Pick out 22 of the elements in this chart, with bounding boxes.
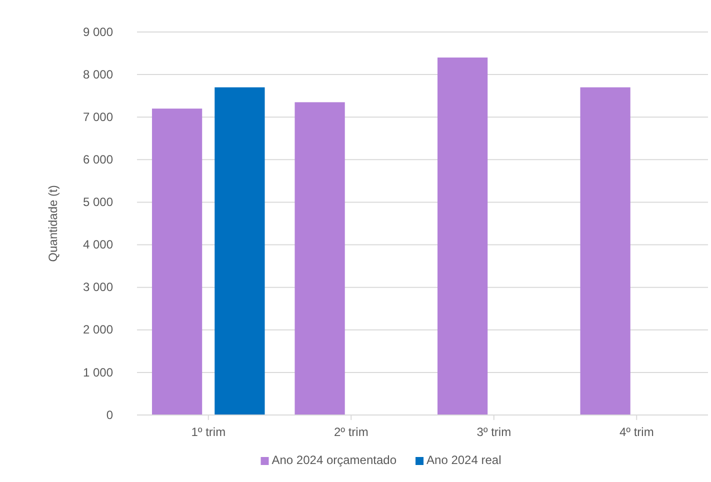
y-tick-label: 3 000 — [82, 280, 114, 294]
x-tick-label: 4º trim — [619, 425, 654, 440]
y-tick-label: 6 000 — [82, 152, 114, 167]
y-tick-label: 9 000 — [82, 24, 114, 39]
x-tick-label: 1º trim — [191, 425, 226, 440]
y-tick-label: 8 000 — [82, 67, 114, 82]
y-tick-label: 1 000 — [82, 365, 114, 380]
bar — [294, 102, 345, 415]
y-tick-label: 0 — [106, 408, 114, 422]
x-tick-label: 2º trim — [334, 425, 368, 440]
legend-label: Ano 2024 orçamentado — [272, 453, 397, 467]
y-axis-title: Quantidade (t) — [46, 185, 60, 262]
y-tick-label: 7 000 — [82, 110, 114, 124]
bar — [580, 87, 630, 415]
bar — [214, 87, 265, 415]
x-tick-label: 3º trim — [476, 425, 512, 440]
y-tick-label: 2 000 — [82, 322, 114, 337]
bar — [152, 108, 202, 415]
y-tick-label: 4 000 — [82, 238, 114, 252]
legend-label: Ano 2024 real — [426, 453, 502, 467]
y-tick-label: 5 000 — [82, 195, 114, 210]
bar — [437, 58, 488, 415]
